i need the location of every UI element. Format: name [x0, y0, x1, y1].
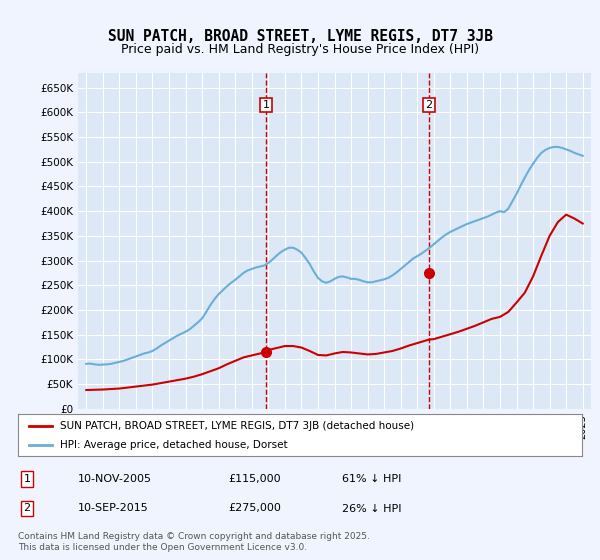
Text: Contains HM Land Registry data © Crown copyright and database right 2025.
This d: Contains HM Land Registry data © Crown c… [18, 533, 370, 552]
Text: Price paid vs. HM Land Registry's House Price Index (HPI): Price paid vs. HM Land Registry's House … [121, 43, 479, 56]
Text: 2: 2 [23, 503, 31, 514]
Text: 1: 1 [23, 474, 31, 484]
Text: 26% ↓ HPI: 26% ↓ HPI [342, 503, 401, 514]
Text: SUN PATCH, BROAD STREET, LYME REGIS, DT7 3JB: SUN PATCH, BROAD STREET, LYME REGIS, DT7… [107, 29, 493, 44]
Text: HPI: Average price, detached house, Dorset: HPI: Average price, detached house, Dors… [60, 440, 288, 450]
Text: 2: 2 [425, 100, 433, 110]
Text: 61% ↓ HPI: 61% ↓ HPI [342, 474, 401, 484]
Text: 1: 1 [263, 100, 269, 110]
Text: 10-SEP-2015: 10-SEP-2015 [78, 503, 149, 514]
Text: 10-NOV-2005: 10-NOV-2005 [78, 474, 152, 484]
Text: £115,000: £115,000 [228, 474, 281, 484]
Text: £275,000: £275,000 [228, 503, 281, 514]
Text: SUN PATCH, BROAD STREET, LYME REGIS, DT7 3JB (detached house): SUN PATCH, BROAD STREET, LYME REGIS, DT7… [60, 421, 415, 431]
